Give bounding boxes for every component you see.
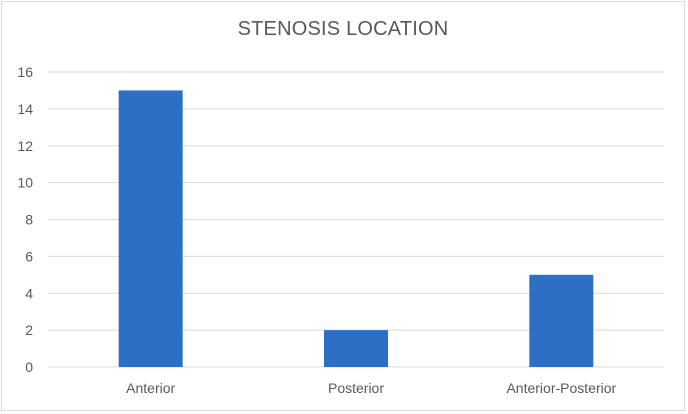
bar-anterior-posterior [529,274,594,367]
y-tick-label: 8 [25,212,33,228]
bar-posterior [324,330,388,367]
x-tick-label: Anterior [126,380,175,396]
y-tick-label: 14 [17,101,33,117]
y-tick-label: 0 [25,359,33,375]
y-tick-label: 16 [17,64,33,80]
y-axis-tick-labels: 0 2 4 6 8 10 12 14 16 [17,64,33,375]
y-tick-label: 2 [25,322,33,338]
y-tick-label: 10 [17,175,33,191]
y-tick-label: 12 [17,138,33,154]
y-tick-label: 4 [25,285,33,301]
bar-anterior [118,90,183,367]
chart-title: STENOSIS LOCATION [237,18,449,40]
x-axis-tick-labels: Anterior Posterior Anterior-Posterior [126,380,616,396]
x-tick-label: Posterior [328,380,384,396]
bars [118,90,594,367]
x-tick-label: Anterior-Posterior [506,380,616,396]
y-tick-label: 6 [25,248,33,264]
